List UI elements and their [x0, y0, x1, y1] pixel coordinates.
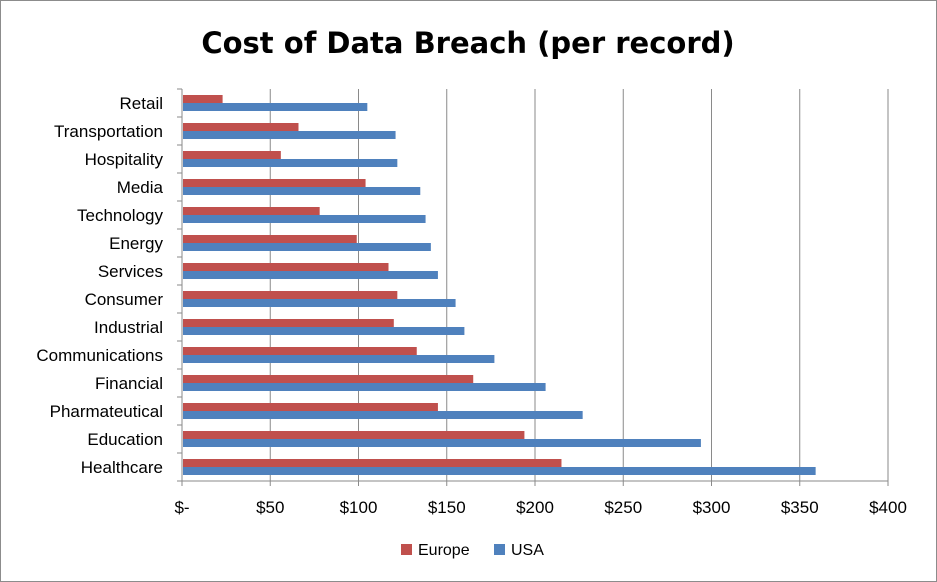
bar-usa: [183, 159, 398, 167]
legend-item-europe: Europe: [401, 542, 470, 559]
bar-europe: [183, 235, 357, 243]
bar-europe: [183, 123, 299, 131]
bar-usa: [183, 299, 456, 307]
bar-usa: [183, 243, 431, 251]
x-tick-label: $50: [256, 498, 284, 517]
x-tick-label: $400: [869, 498, 907, 517]
category-label: Energy: [109, 234, 163, 253]
category-label: Transportation: [54, 122, 163, 141]
bar-europe: [183, 347, 417, 355]
bar-usa: [183, 271, 438, 279]
legend-swatch: [401, 544, 412, 555]
bar-usa: [183, 131, 396, 139]
x-tick-labels: $- $50 $100 $150 $200 $250 $300 $350 $400: [174, 498, 906, 517]
category-label: Industrial: [94, 318, 163, 337]
bar-usa: [183, 439, 701, 447]
bar-usa: [183, 103, 368, 111]
category-label: Technology: [77, 206, 164, 225]
bar-europe: [183, 151, 281, 159]
chart-title: Cost of Data Breach (per record): [201, 26, 734, 60]
bar-usa: [183, 467, 816, 475]
bar-europe: [183, 291, 398, 299]
category-label: Financial: [95, 374, 163, 393]
category-label: Services: [98, 262, 163, 281]
x-tick-label: $250: [604, 498, 642, 517]
category-label: Consumer: [85, 290, 164, 309]
bar-europe: [183, 207, 320, 215]
bar-usa: [183, 327, 465, 335]
x-tick-label: $-: [174, 498, 189, 517]
bar-europe: [183, 431, 525, 439]
bar-europe: [183, 95, 223, 103]
category-label: Hospitality: [85, 150, 164, 169]
category-label: Healthcare: [81, 458, 163, 477]
x-tick-label: $350: [781, 498, 819, 517]
bar-usa: [183, 215, 426, 223]
bar-europe: [183, 375, 474, 383]
legend: Europe USA: [401, 542, 544, 559]
category-labels: Healthcare Education Pharmateutical Financi…: [36, 94, 163, 477]
category-label: Education: [87, 430, 163, 449]
category-label: Media: [117, 178, 164, 197]
category-label: Retail: [120, 94, 163, 113]
bar-europe: [183, 319, 394, 327]
legend-swatch: [494, 544, 505, 555]
bar-usa: [183, 187, 421, 195]
x-tick-label: $300: [693, 498, 731, 517]
category-label: Pharmateutical: [50, 402, 163, 421]
x-tick-label: $150: [428, 498, 466, 517]
bar-europe: [183, 403, 438, 411]
bar-usa: [183, 383, 546, 391]
bar-usa: [183, 355, 495, 363]
x-tick-label: $200: [516, 498, 554, 517]
bar-europe: [183, 179, 366, 187]
bar-europe: [183, 263, 389, 271]
axes: [177, 88, 889, 486]
legend-label: Europe: [418, 542, 470, 559]
legend-label: USA: [511, 542, 544, 559]
legend-item-usa: USA: [494, 542, 544, 559]
bar-europe: [183, 459, 562, 467]
bars: [183, 95, 816, 475]
x-tick-label: $100: [340, 498, 378, 517]
category-label: Communications: [36, 346, 163, 365]
gridlines: [269, 89, 889, 481]
bar-usa: [183, 411, 583, 419]
